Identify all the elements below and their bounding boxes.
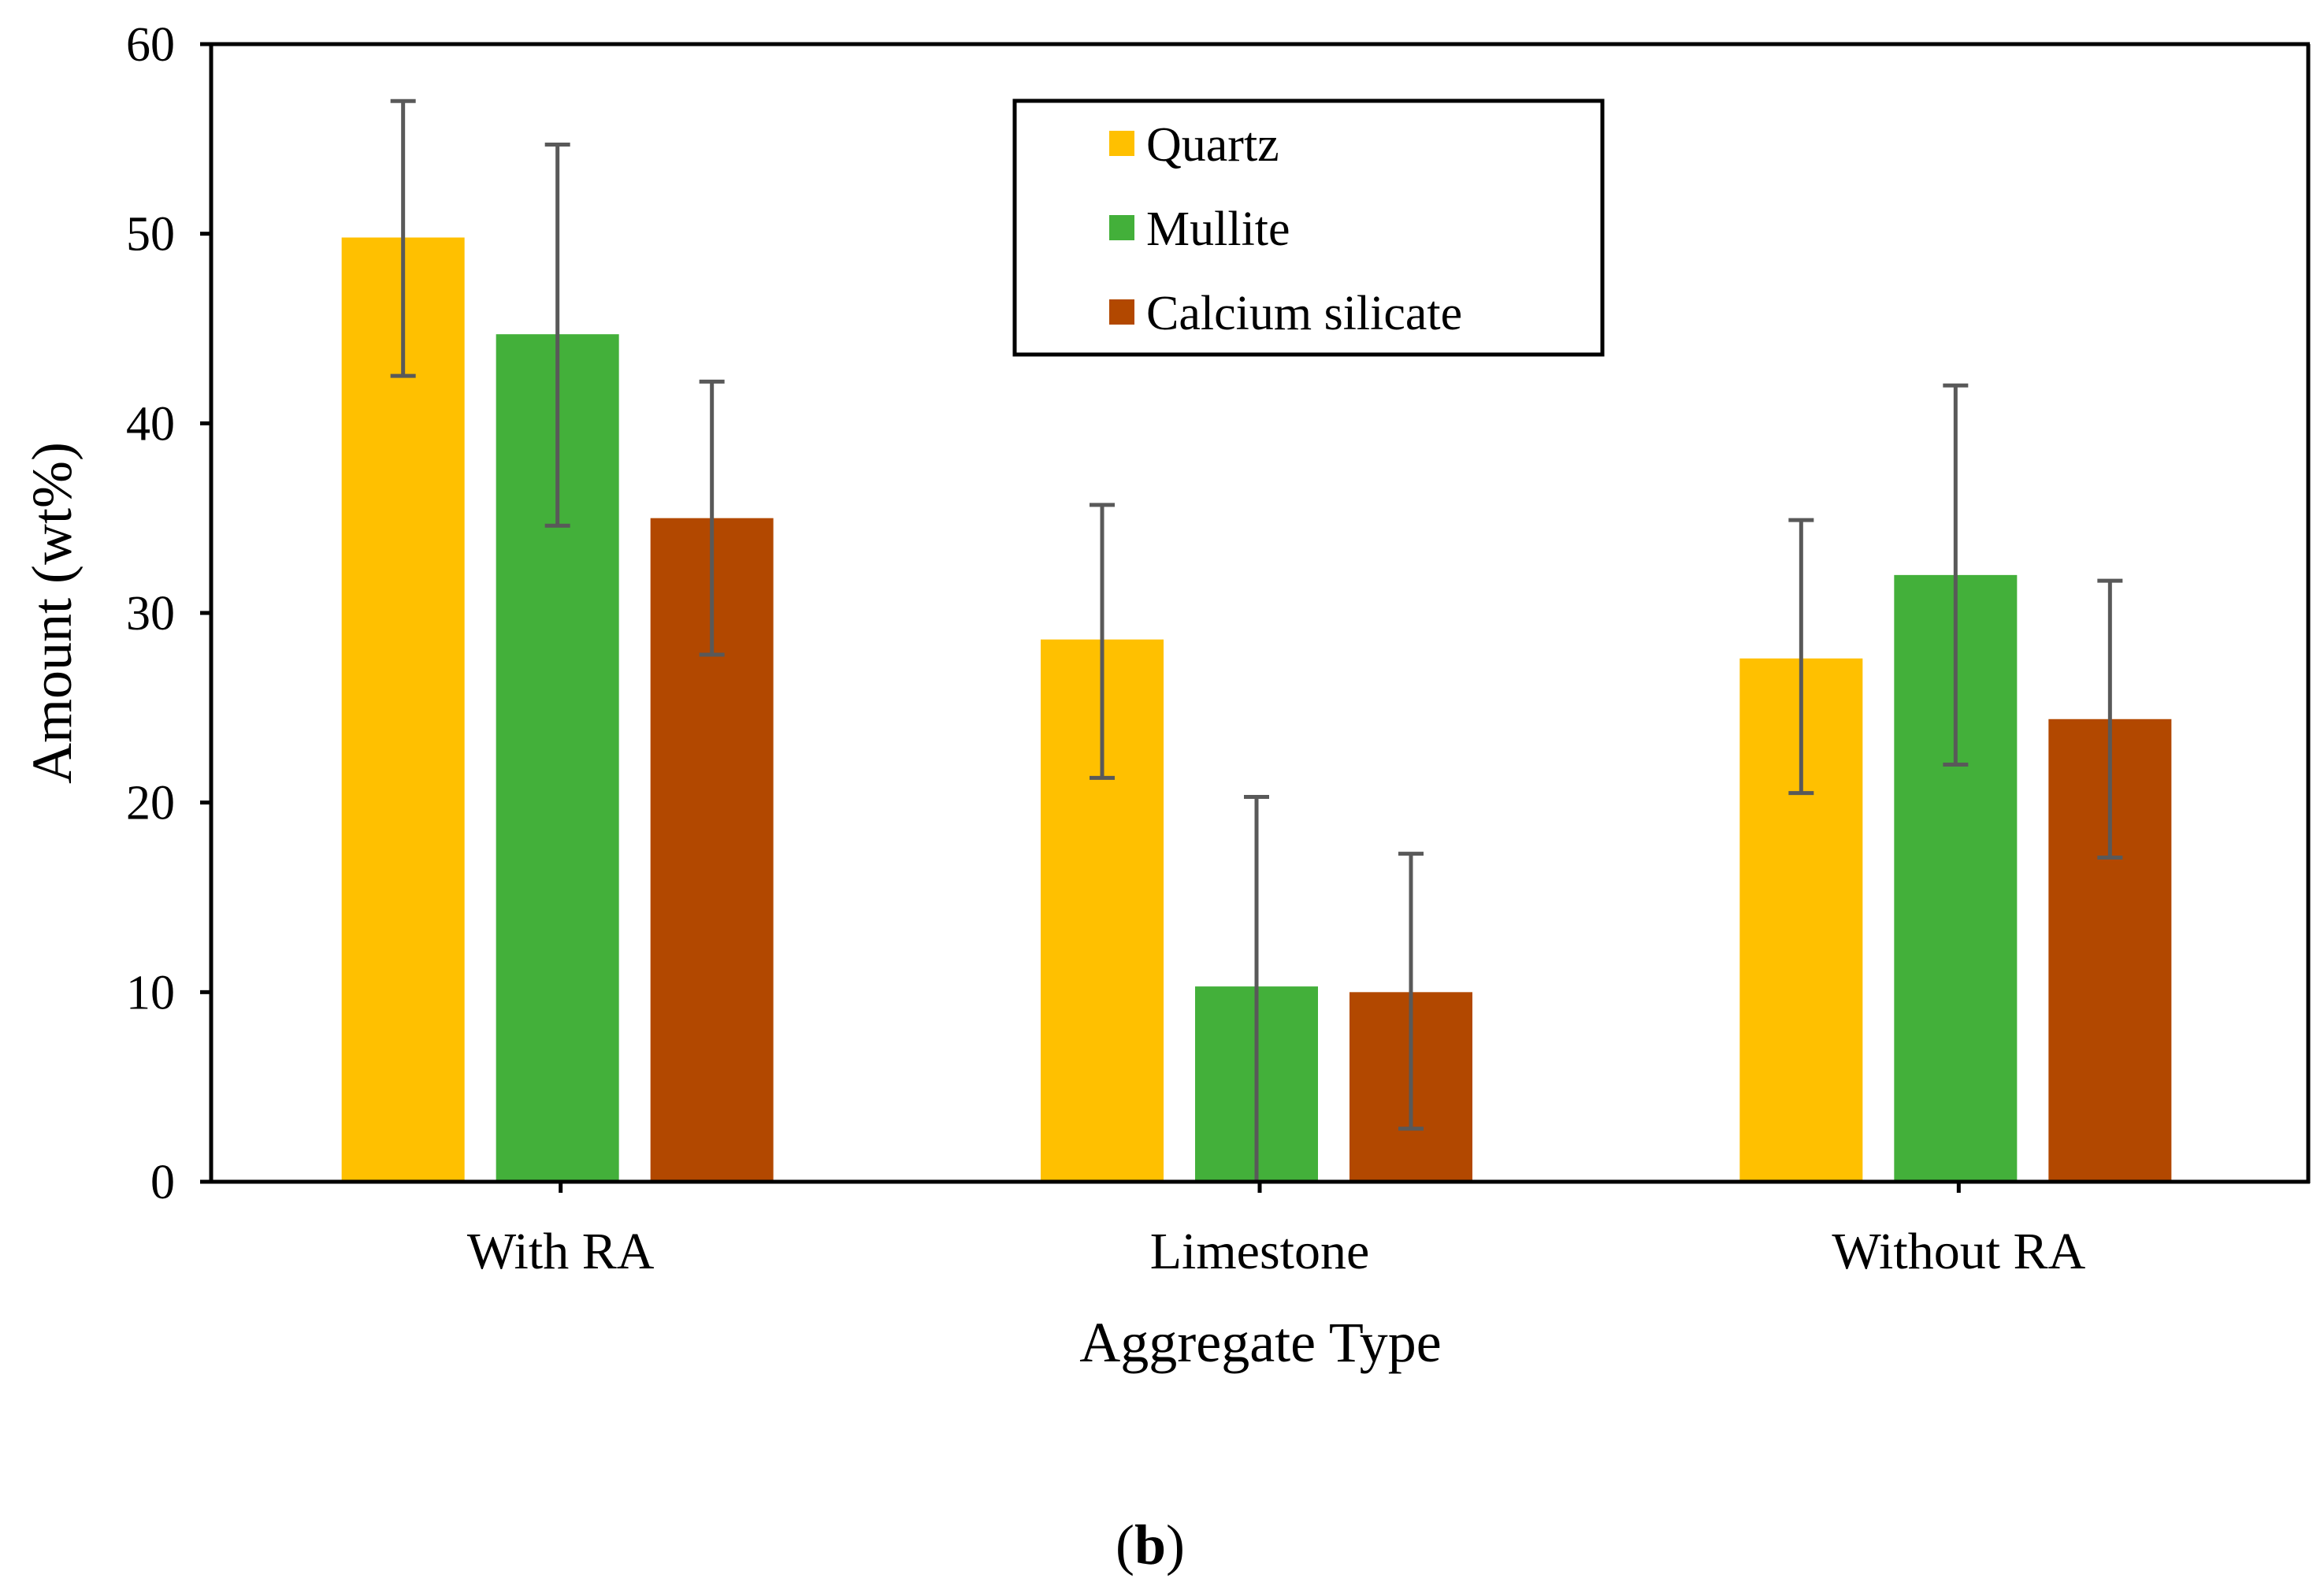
y-tick-label-40: 40 xyxy=(126,397,175,451)
caption-letter: b xyxy=(1134,1513,1166,1576)
y-tick-label-20: 20 xyxy=(126,777,175,830)
y-tick-label-60: 60 xyxy=(126,18,175,72)
y-axis-ticks: 0 10 20 30 40 50 60 xyxy=(126,18,211,1209)
legend-label-calcium-silicate: Calcium silicate xyxy=(1146,287,1462,340)
x-axis-title: Aggregate Type xyxy=(1079,1311,1441,1374)
y-tick-label-50: 50 xyxy=(126,208,175,262)
y-tick-label-0: 0 xyxy=(150,1156,175,1209)
y-tick-label-10: 10 xyxy=(126,966,175,1019)
x-category-label-with-ra: With RA xyxy=(467,1223,655,1280)
bar-quartz-with-ra xyxy=(341,237,465,1183)
x-axis-categories: With RA Limestone Without RA xyxy=(467,1182,2086,1280)
legend-swatch-calcium-silicate xyxy=(1109,299,1134,325)
legend: Quartz Mullite Calcium silicate xyxy=(1012,98,1605,357)
legend-label-mullite: Mullite xyxy=(1146,202,1290,256)
caption-open-paren: ( xyxy=(1116,1513,1134,1576)
y-axis-title: Amount (wt%) xyxy=(20,442,84,784)
legend-swatch-mullite xyxy=(1109,215,1134,240)
x-category-label-without-ra: Without RA xyxy=(1832,1223,2085,1280)
x-category-label-limestone: Limestone xyxy=(1150,1223,1370,1280)
error-bars-layer xyxy=(390,98,2123,1184)
caption-close-paren: ) xyxy=(1166,1513,1185,1576)
legend-swatch-quartz xyxy=(1109,131,1134,156)
legend-label-quartz: Quartz xyxy=(1146,118,1279,172)
figure-caption: (b) xyxy=(1116,1513,1185,1576)
y-tick-label-30: 30 xyxy=(126,587,175,641)
